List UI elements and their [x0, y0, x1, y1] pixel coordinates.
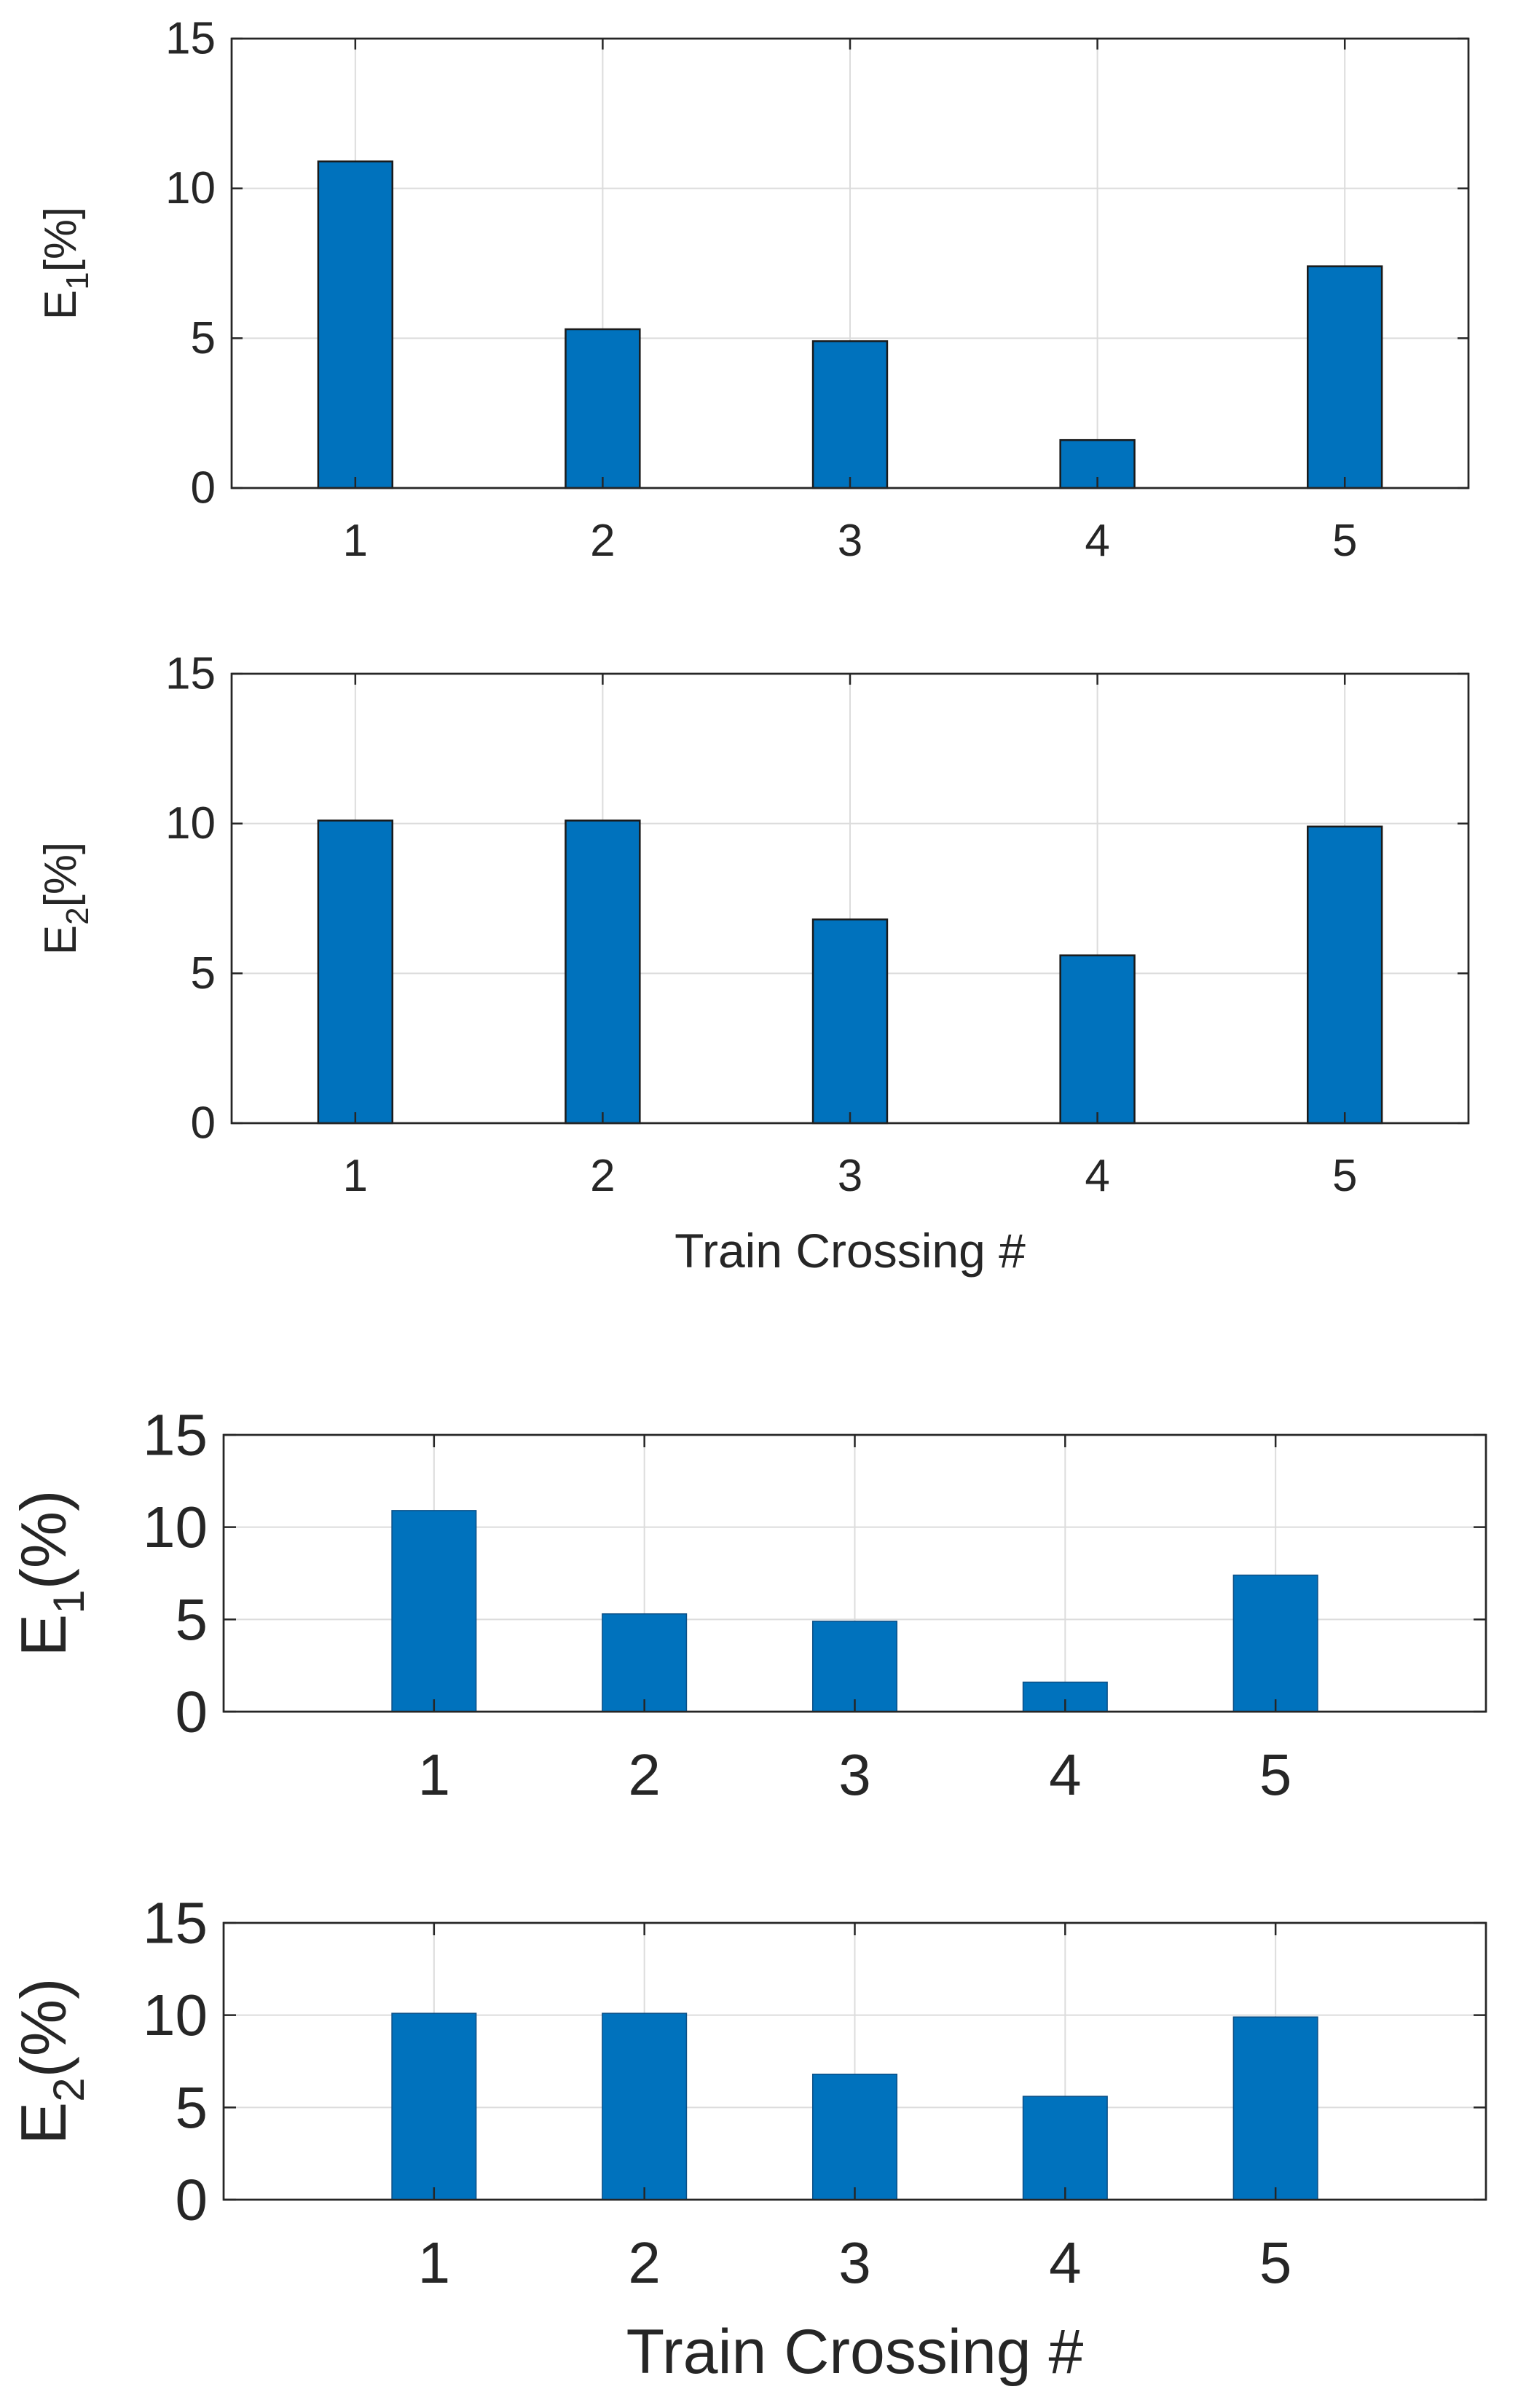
x-axis-label: Train Crossing #: [675, 1224, 1026, 1278]
y-axis-label-subscript: 1: [60, 272, 95, 289]
y-tick-label: 0: [191, 463, 216, 514]
bar-5: [1307, 825, 1383, 1125]
y-axis-label-subscript: 2: [60, 907, 95, 924]
y-axis-label-subscript: 1: [44, 1589, 93, 1613]
x-tick-label: 3: [838, 1151, 862, 1201]
bar-3: [811, 340, 889, 489]
y-axis-label: E2(%): [7, 1978, 93, 2145]
x-tick-label: 2: [628, 2230, 661, 2295]
y-tick-label: 15: [165, 649, 216, 699]
bar-2: [602, 2012, 688, 2200]
y-tick-label: 5: [176, 2075, 208, 2140]
y-axis-label: E1[%]: [36, 207, 95, 320]
x-tick-label: 5: [1259, 2230, 1292, 2295]
x-tick-label: 3: [838, 1742, 871, 1807]
x-tick-label: 3: [838, 516, 862, 566]
bar-5: [1232, 1574, 1318, 1712]
x-tick-label: 4: [1049, 2230, 1082, 2295]
y-axis-label: E2[%]: [36, 842, 95, 955]
y-tick-label: 5: [176, 1587, 208, 1652]
bar-1: [317, 819, 393, 1125]
x-tick-label: 2: [590, 1151, 615, 1201]
bar-2: [565, 819, 641, 1125]
bar-3: [811, 2073, 898, 2200]
x-tick-label: 4: [1049, 1742, 1082, 1807]
y-axis-label-unit: (%): [7, 1978, 79, 2078]
bar-4: [1059, 954, 1136, 1125]
y-axis-label-subscript: 2: [44, 2077, 93, 2101]
bar-5: [1232, 2016, 1318, 2200]
y-tick-label: 10: [165, 163, 216, 213]
bar-5: [1307, 265, 1383, 489]
y-axis-label-main: E: [36, 290, 86, 320]
y-axis-label-unit: (%): [7, 1490, 79, 1590]
y-tick-label: 5: [191, 948, 216, 999]
y-axis-label-main: E: [7, 2102, 79, 2145]
y-tick-label: 10: [143, 1495, 208, 1559]
bar-2: [602, 1613, 688, 1712]
x-tick-label: 5: [1332, 516, 1357, 566]
x-tick-label: 1: [418, 2230, 451, 2295]
bar-2: [565, 328, 641, 489]
x-tick-label: 4: [1085, 516, 1109, 566]
bar-3: [811, 918, 889, 1125]
y-axis-label-main: E: [36, 925, 86, 955]
y-axis-label-unit: [%]: [36, 842, 86, 908]
bar-4: [1022, 2096, 1108, 2200]
x-tick-label: 1: [418, 1742, 451, 1807]
bar-3: [811, 1621, 898, 1712]
x-tick-label: 3: [838, 2230, 871, 2295]
y-tick-label: 5: [191, 313, 216, 363]
y-axis-label-main: E: [7, 1614, 79, 1657]
x-tick-label: 1: [343, 1151, 368, 1201]
bar-1: [391, 1510, 477, 1712]
x-tick-label: 2: [628, 1742, 661, 1807]
y-tick-label: 10: [143, 1983, 208, 2047]
y-axis-label-unit: [%]: [36, 207, 86, 272]
y-tick-label: 15: [143, 1891, 208, 1956]
x-tick-label: 2: [590, 516, 615, 566]
bar-1: [391, 2012, 477, 2200]
y-axis-label: E1(%): [7, 1490, 93, 1657]
y-tick-label: 0: [191, 1098, 216, 1149]
y-tick-label: 10: [165, 798, 216, 849]
x-tick-label: 5: [1332, 1151, 1357, 1201]
bar-1: [317, 160, 393, 489]
x-axis-label: Train Crossing #: [626, 2317, 1084, 2387]
x-tick-label: 5: [1259, 1742, 1292, 1807]
y-tick-label: 0: [176, 2168, 208, 2232]
x-tick-label: 4: [1085, 1151, 1109, 1201]
x-tick-label: 1: [343, 516, 368, 566]
y-tick-label: 15: [143, 1403, 208, 1468]
y-tick-label: 15: [165, 14, 216, 64]
y-tick-label: 0: [176, 1680, 208, 1744]
